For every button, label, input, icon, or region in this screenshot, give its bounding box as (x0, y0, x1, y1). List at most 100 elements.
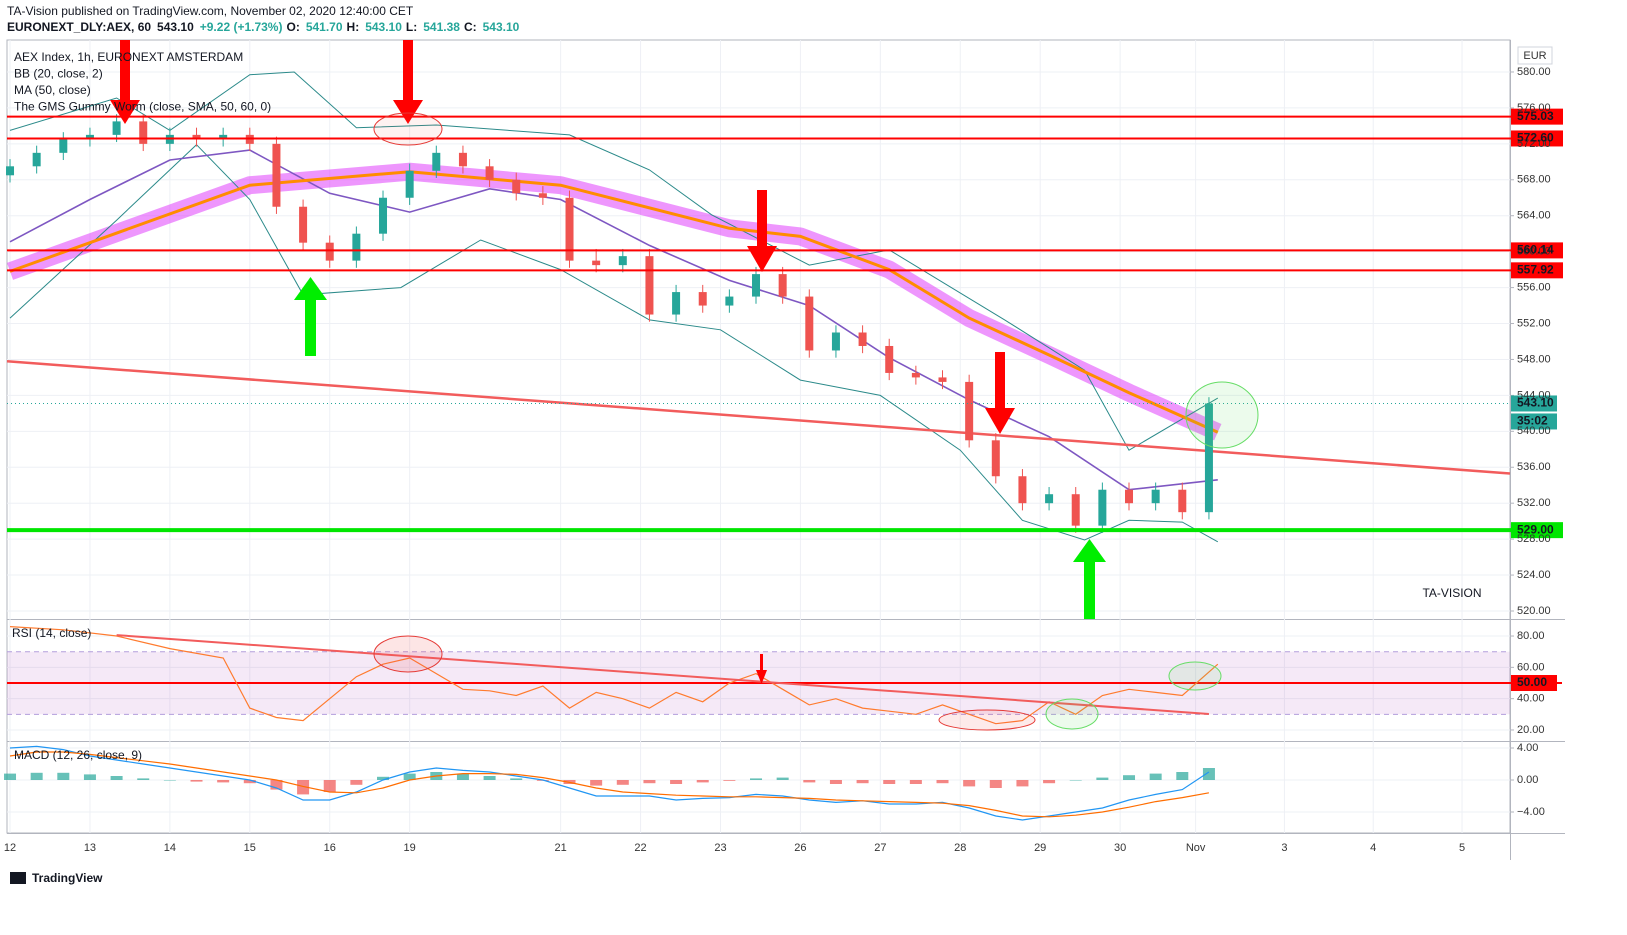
y-tick-label: 540.00 (1517, 425, 1551, 437)
ellipse (373, 635, 443, 673)
macd-histogram-bar (163, 780, 176, 781)
macd-histogram-bar (989, 780, 1002, 788)
x-tick-label: 16 (324, 842, 336, 854)
quote-part: H: (347, 20, 360, 34)
macd-histogram-bar (4, 773, 17, 780)
x-tick-label: 4 (1370, 842, 1376, 854)
candle-body (325, 242, 334, 261)
arrow (1084, 560, 1095, 619)
y-tick-label: 580.00 (1517, 66, 1551, 78)
macd-histogram-bar (403, 773, 416, 780)
candle-body (592, 260, 601, 266)
candle-body (565, 197, 574, 261)
ellipse (938, 709, 1036, 731)
y-tick-label: 560.00 (1517, 246, 1551, 258)
legend-entry: BB (20, close, 2) (14, 67, 103, 81)
candle-body (272, 143, 281, 207)
level-label-bg (1511, 108, 1563, 125)
macd-histogram-bar (909, 780, 922, 784)
candle-body (965, 381, 974, 441)
macd-histogram-bar (723, 780, 736, 781)
level-label-bg (1511, 242, 1563, 259)
arrow (985, 408, 1015, 434)
macd-histogram-bar (590, 780, 603, 786)
y-tick-label: 520.00 (1517, 605, 1551, 617)
quote-part: 541.38 (423, 20, 460, 34)
candle-body (991, 440, 1000, 477)
x-tick-label: 13 (84, 842, 96, 854)
level-label: 560.14 (1517, 243, 1554, 257)
macd-histogram-bar (936, 780, 949, 784)
ellipse (1168, 661, 1222, 691)
worm-line (9, 170, 1219, 434)
ellipses (373, 112, 1259, 731)
candle-body (6, 166, 15, 176)
macd-line (9, 745, 1210, 821)
x-tick-label: 3 (1281, 842, 1287, 854)
macd-histogram-bar (750, 778, 763, 780)
candle-body (458, 152, 467, 167)
x-tick-label: 23 (714, 842, 726, 854)
macd-histogram-bar (670, 780, 683, 784)
ma50 (9, 149, 1218, 491)
candle-body (1204, 403, 1213, 513)
brand-logo (10, 872, 26, 884)
candle-body (59, 139, 68, 153)
y-tick-label: 536.00 (1517, 461, 1551, 473)
candle-body (299, 206, 308, 243)
arrow (120, 40, 130, 102)
candle-body (219, 134, 228, 140)
macd-histogram-bar (377, 776, 390, 780)
bb-upper (9, 71, 1219, 451)
macd-histogram-bar (243, 780, 256, 784)
macd-histogram-bar (696, 780, 709, 783)
candle-body (778, 274, 787, 297)
level-label-bg (1511, 130, 1563, 147)
level-label-bg (1511, 262, 1563, 279)
arrow (747, 246, 777, 272)
arrow (1073, 539, 1106, 562)
arrow (760, 654, 763, 672)
marks (4, 46, 1563, 821)
quote: EURONEXT_DLY:AEX, 60 543.10 +9.22 (+1.73%)… (7, 20, 520, 34)
y-tick-label: 524.00 (1517, 569, 1551, 581)
arrow (110, 100, 140, 124)
arrow (393, 100, 423, 124)
x-tick-label: 29 (1034, 842, 1046, 854)
ellipse (1045, 698, 1099, 730)
quote-part: EURONEXT_DLY:AEX, 60 (7, 20, 151, 34)
candle-body (112, 121, 121, 135)
y-tick-label: 80.00 (1517, 630, 1545, 642)
candle-body (352, 233, 361, 261)
quote-part: 543.10 (483, 20, 520, 34)
x-tick-label: 5 (1459, 842, 1465, 854)
macd-histogram-bar (856, 780, 869, 784)
candle-body (911, 372, 920, 378)
macd-histogram-bar (776, 777, 789, 780)
candle-body (618, 256, 627, 266)
candle-body (858, 332, 867, 346)
candle-body (405, 170, 414, 198)
level-label-bg (1511, 522, 1563, 539)
macd-histogram-bar (1176, 772, 1189, 780)
candle-body (1045, 494, 1054, 504)
x-tick-label: 14 (164, 842, 176, 854)
macd-histogram-bar (137, 778, 150, 780)
quote-part: O: (286, 20, 299, 34)
macd-histogram-bar (1069, 780, 1082, 781)
y-tick-label: 544.00 (1517, 389, 1551, 401)
macd-histogram-bar (83, 774, 96, 780)
red-arrows (110, 40, 1015, 684)
y-tick-label: 20.00 (1517, 724, 1545, 736)
arrow (403, 40, 413, 102)
candle-body (805, 296, 814, 351)
currency-box (1517, 46, 1553, 65)
x-tick-label: 22 (634, 842, 646, 854)
arrow (305, 298, 316, 356)
macd-histogram-bar (483, 776, 496, 780)
candle-body (645, 256, 654, 315)
y-tick-label: 568.00 (1517, 174, 1551, 186)
bb-lower (9, 143, 1219, 543)
quote-part: C: (464, 20, 477, 34)
